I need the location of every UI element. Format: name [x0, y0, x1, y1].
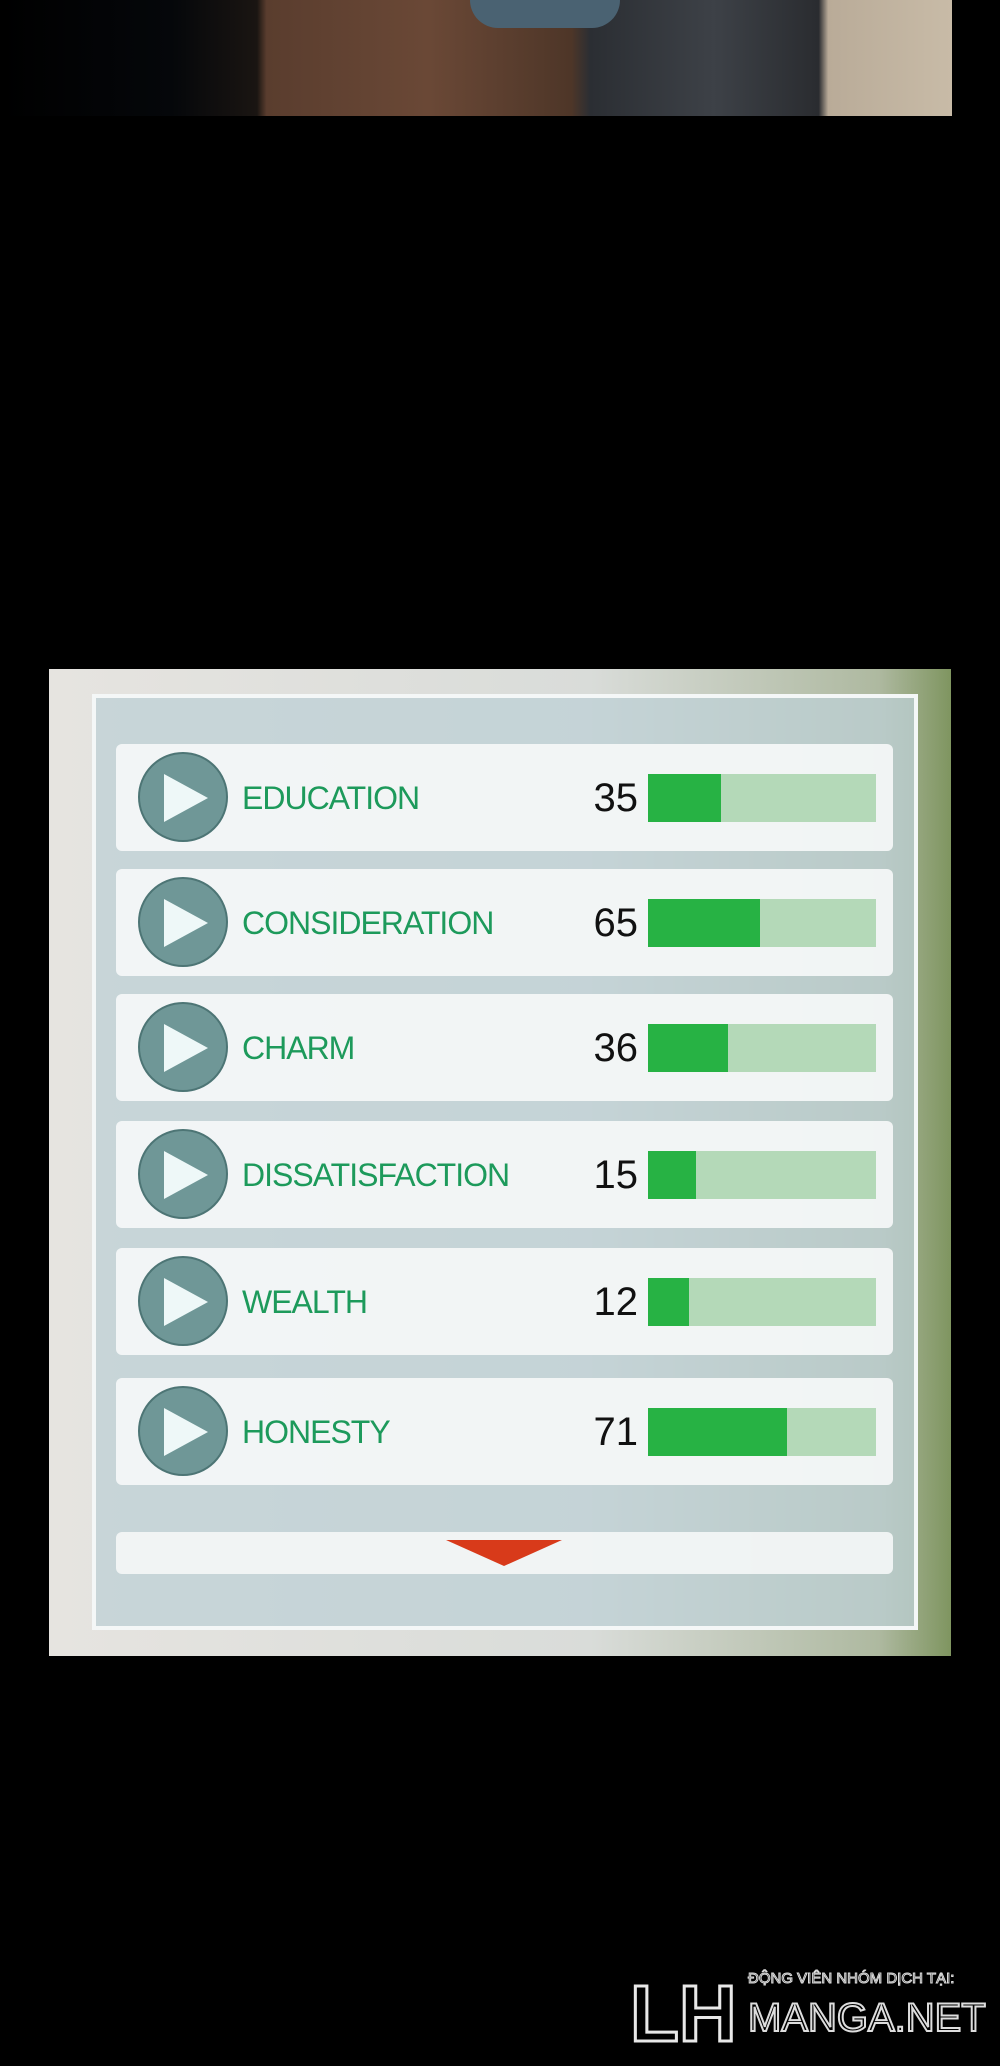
stat-row-charm[interactable]: CHARM 36 [116, 994, 893, 1101]
stat-value: 15 [593, 1153, 639, 1197]
stats-panel: EDUCATION 35 CONSIDERATION 65 CHARM 36 DISSATI… [49, 669, 951, 1656]
play-icon[interactable] [138, 1256, 228, 1346]
stat-row-education[interactable]: EDUCATION 35 [116, 744, 893, 851]
watermark-lh: LH [629, 1969, 739, 2058]
stat-label: DISSATISFACTION [242, 1157, 510, 1193]
stat-row-dissatisfaction[interactable]: DISSATISFACTION 15 [116, 1121, 893, 1228]
stat-bar [648, 899, 876, 947]
stat-bar-fill [648, 1151, 696, 1199]
stat-bar [648, 1278, 876, 1326]
watermark-logo: LH ĐỘNG VIÊN NHÓM DỊCH TẠI: MANGA.NET [629, 1962, 990, 2066]
stat-bar-fill [648, 899, 760, 947]
play-icon[interactable] [138, 877, 228, 967]
stat-value: 35 [593, 776, 639, 820]
play-icon[interactable] [138, 1002, 228, 1092]
more-stats-button[interactable] [116, 1532, 893, 1574]
stat-label: CONSIDERATION [242, 905, 494, 941]
stat-bar [648, 774, 876, 822]
stat-row-consideration[interactable]: CONSIDERATION 65 [116, 869, 893, 976]
stat-bar-fill [648, 1278, 690, 1326]
stat-label: HONESTY [242, 1414, 391, 1450]
stat-label: WEALTH [242, 1284, 368, 1320]
stat-bar [648, 1408, 876, 1456]
stat-bar-fill [648, 774, 721, 822]
play-icon[interactable] [138, 1386, 228, 1476]
stat-value: 12 [593, 1280, 639, 1324]
stat-row-honesty[interactable]: HONESTY 71 [116, 1378, 893, 1485]
stat-bar [648, 1151, 876, 1199]
stat-row-wealth[interactable]: WEALTH 12 [116, 1248, 893, 1355]
stat-label: CHARM [242, 1030, 355, 1066]
stat-bar [648, 1024, 876, 1072]
comic-art-detail [470, 0, 620, 28]
stat-bar-fill [648, 1024, 728, 1072]
stat-value: 36 [593, 1026, 639, 1070]
stat-value: 65 [593, 901, 639, 945]
stat-value: 71 [593, 1410, 639, 1454]
stat-bar-fill [648, 1408, 788, 1456]
chevron-down-icon [446, 1540, 562, 1566]
stats-frame: EDUCATION 35 CONSIDERATION 65 CHARM 36 DISSATI… [92, 694, 918, 1630]
play-icon[interactable] [138, 752, 228, 842]
stat-label: EDUCATION [242, 780, 420, 816]
play-icon[interactable] [138, 1129, 228, 1219]
watermark-site: MANGA.NET [747, 1995, 987, 2041]
watermark-tagline: ĐỘNG VIÊN NHÓM DỊCH TẠI: [747, 1970, 955, 1988]
comic-panel-top [0, 0, 952, 116]
